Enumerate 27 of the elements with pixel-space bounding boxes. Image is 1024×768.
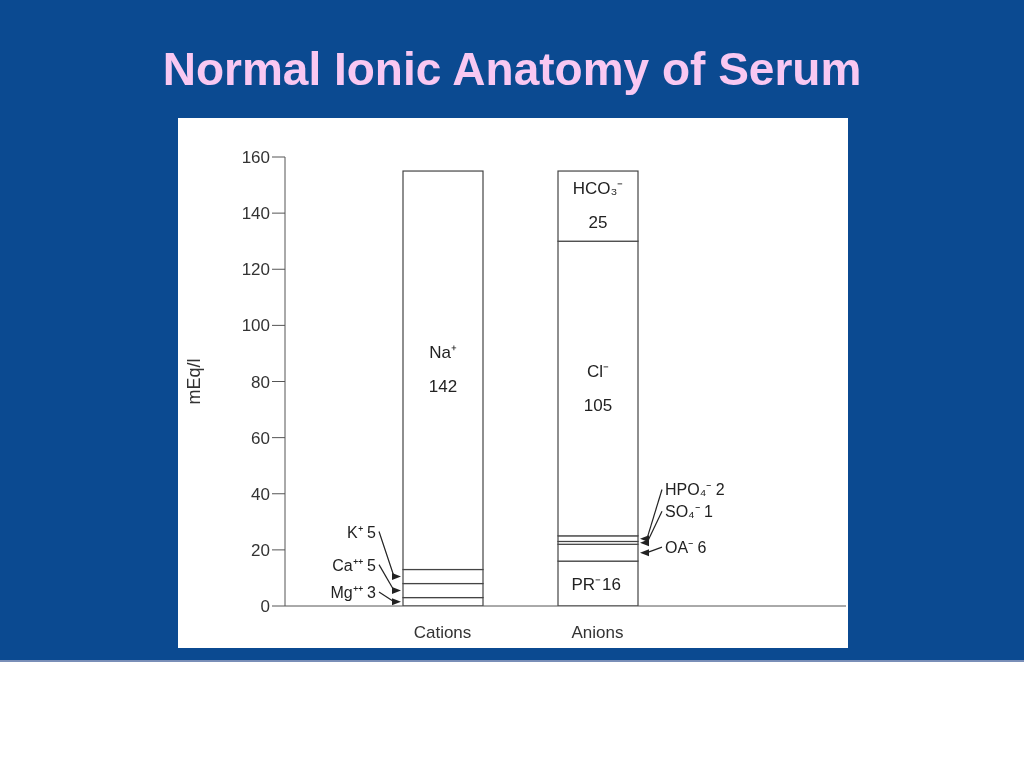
series-label: Ca⁺⁺ 5 xyxy=(332,556,377,574)
data-label: 25 xyxy=(588,213,608,233)
y-tick-label: 80 xyxy=(251,372,270,392)
series-label: PR⁻ xyxy=(571,574,601,594)
x-tick-label: Anions xyxy=(571,623,624,643)
y-tick-label: 140 xyxy=(241,204,270,224)
data-label: 16 xyxy=(602,574,621,594)
x-tick-label: Cations xyxy=(413,623,472,643)
chart-title: Normal Ionic Anatomy of Serum xyxy=(161,42,863,96)
series-label: Mg⁺⁺ 3 xyxy=(330,584,377,601)
y-tick-label: 20 xyxy=(251,540,270,560)
y-tick-label: 120 xyxy=(241,260,270,280)
text: SO₄⁻ 1 xyxy=(665,503,714,521)
y-tick-label: 160 xyxy=(241,148,270,168)
text: K⁺ 5 xyxy=(346,523,377,541)
y-tick-label: 0 xyxy=(260,597,270,617)
data-label: 142 xyxy=(428,377,458,397)
series-label: Na⁺ xyxy=(429,343,457,363)
y-tick-label: 40 xyxy=(251,484,270,504)
data-label: 105 xyxy=(583,395,613,415)
series-label: Cl⁻ xyxy=(586,361,610,381)
y-tick-label: 100 xyxy=(241,316,270,336)
series-label: HCO₃⁻ xyxy=(572,179,624,199)
y-tick-label: 60 xyxy=(251,428,270,448)
text: HPO₄⁻ 2 xyxy=(665,481,725,499)
y-axis-title: mEq/l xyxy=(184,358,205,405)
series-label: OA⁻ 6 xyxy=(665,539,707,557)
